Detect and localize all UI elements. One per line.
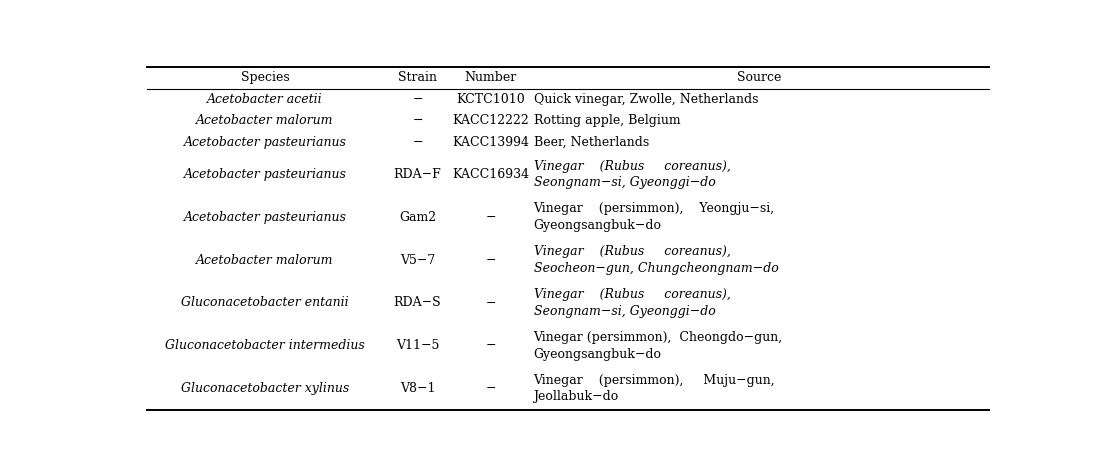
Text: Source: Source (737, 71, 781, 84)
Text: Rotting apple, Belgium: Rotting apple, Belgium (534, 114, 680, 127)
Text: Gluconacetobacter xylinus: Gluconacetobacter xylinus (181, 382, 349, 395)
Text: Vinegar    (Rubus     coreanus),
Seongnam−si, Gyeonggi−do: Vinegar (Rubus coreanus), Seongnam−si, G… (534, 288, 730, 318)
Text: −: − (485, 254, 495, 266)
Text: Gluconacetobacter entanii: Gluconacetobacter entanii (182, 296, 349, 310)
Text: −: − (485, 296, 495, 310)
Text: KACC16934: KACC16934 (452, 168, 530, 181)
Text: Acetobacter pasteurianus: Acetobacter pasteurianus (184, 168, 347, 181)
Text: Acetobacter pasteurianus: Acetobacter pasteurianus (184, 136, 347, 149)
Text: Vinegar (persimmon),  Cheongdo−gun,
Gyeongsangbuk−do: Vinegar (persimmon), Cheongdo−gun, Gyeon… (534, 331, 782, 361)
Text: Gluconacetobacter intermedius: Gluconacetobacter intermedius (165, 340, 365, 352)
Text: −: − (485, 211, 495, 224)
Text: Acetobacter acetii: Acetobacter acetii (207, 93, 322, 106)
Text: KACC12222: KACC12222 (452, 114, 529, 127)
Text: −: − (485, 382, 495, 395)
Text: RDA−F: RDA−F (393, 168, 441, 181)
Text: Vinegar    (Rubus     coreanus),
Seongnam−si, Gyeonggi−do: Vinegar (Rubus coreanus), Seongnam−si, G… (534, 159, 730, 189)
Text: −: − (412, 93, 423, 106)
Text: Number: Number (464, 71, 516, 84)
Text: KACC13994: KACC13994 (452, 136, 529, 149)
Text: RDA−S: RDA−S (393, 296, 441, 310)
Text: KCTC1010: KCTC1010 (456, 93, 525, 106)
Text: Vinegar    (Rubus     coreanus),
Seocheon−gun, Chungcheongnam−do: Vinegar (Rubus coreanus), Seocheon−gun, … (534, 245, 778, 275)
Text: Gam2: Gam2 (399, 211, 437, 224)
Text: −: − (412, 114, 423, 127)
Text: Beer, Netherlands: Beer, Netherlands (534, 136, 649, 149)
Text: V8−1: V8−1 (400, 382, 435, 395)
Text: Quick vinegar, Zwolle, Netherlands: Quick vinegar, Zwolle, Netherlands (534, 93, 758, 106)
Text: V5−7: V5−7 (400, 254, 435, 266)
Text: Acetobacter pasteurianus: Acetobacter pasteurianus (184, 211, 347, 224)
Text: −: − (485, 340, 495, 352)
Text: Strain: Strain (398, 71, 437, 84)
Text: V11−5: V11−5 (396, 340, 439, 352)
Text: Vinegar    (persimmon),     Muju−gun,
Jeollabuk−do: Vinegar (persimmon), Muju−gun, Jeollabuk… (534, 374, 776, 403)
Text: Species: Species (240, 71, 289, 84)
Text: Vinegar    (persimmon),    Yeongju−si,
Gyeongsangbuk−do: Vinegar (persimmon), Yeongju−si, Gyeongs… (534, 203, 774, 232)
Text: Acetobacter malorum: Acetobacter malorum (196, 254, 334, 266)
Text: −: − (412, 136, 423, 149)
Text: Acetobacter malorum: Acetobacter malorum (196, 114, 334, 127)
